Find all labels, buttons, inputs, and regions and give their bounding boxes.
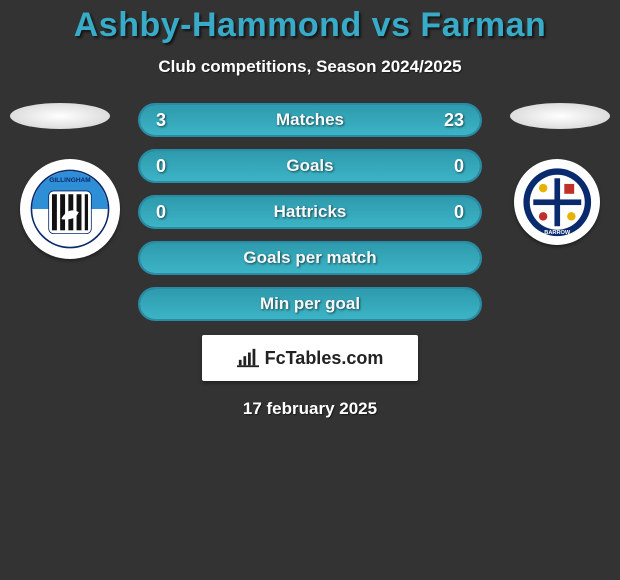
fill-left [140,243,310,273]
club-crest-right: BARROW [514,159,600,245]
stat-rows: 3 Matches 23 0 Goals 0 0 Hattricks 0 [138,103,482,321]
fill-right [181,105,480,135]
comparison-widget: Ashby-Hammond vs Farman Club competition… [0,0,620,419]
fill-right [310,289,480,319]
stat-row-goals-per-match: Goals per match [138,241,482,275]
barrow-crest-icon: BARROW [522,167,593,238]
svg-text:BARROW: BARROW [544,230,571,236]
bar-chart-icon [237,347,259,369]
stat-row-hattricks: 0 Hattricks 0 [138,195,482,229]
comparison-date: 17 february 2025 [0,399,620,419]
player-placeholder-right [510,103,610,129]
page-title: Ashby-Hammond vs Farman [0,6,620,45]
stat-right-value: 23 [440,110,464,131]
svg-text:GILLINGHAM: GILLINGHAM [49,177,91,184]
stat-row-min-per-goal: Min per goal [138,287,482,321]
stat-left-value: 3 [156,110,180,131]
fill-right [310,243,480,273]
attribution-badge[interactable]: FcTables.com [202,335,418,381]
stat-left-value: 0 [156,156,180,177]
player-placeholder-left [10,103,110,129]
stat-right-value: 0 [440,202,464,223]
gillingham-crest-icon: GILLINGHAM [29,168,111,250]
stat-right-value: 0 [440,156,464,177]
stat-row-goals: 0 Goals 0 [138,149,482,183]
subtitle: Club competitions, Season 2024/2025 [0,57,620,77]
club-crest-left: GILLINGHAM [20,159,120,259]
fill-left [140,289,310,319]
attribution-text: FcTables.com [265,348,384,369]
stat-left-value: 0 [156,202,180,223]
stats-area: GILLINGHAM BARROW [0,103,620,419]
stat-row-matches: 3 Matches 23 [138,103,482,137]
